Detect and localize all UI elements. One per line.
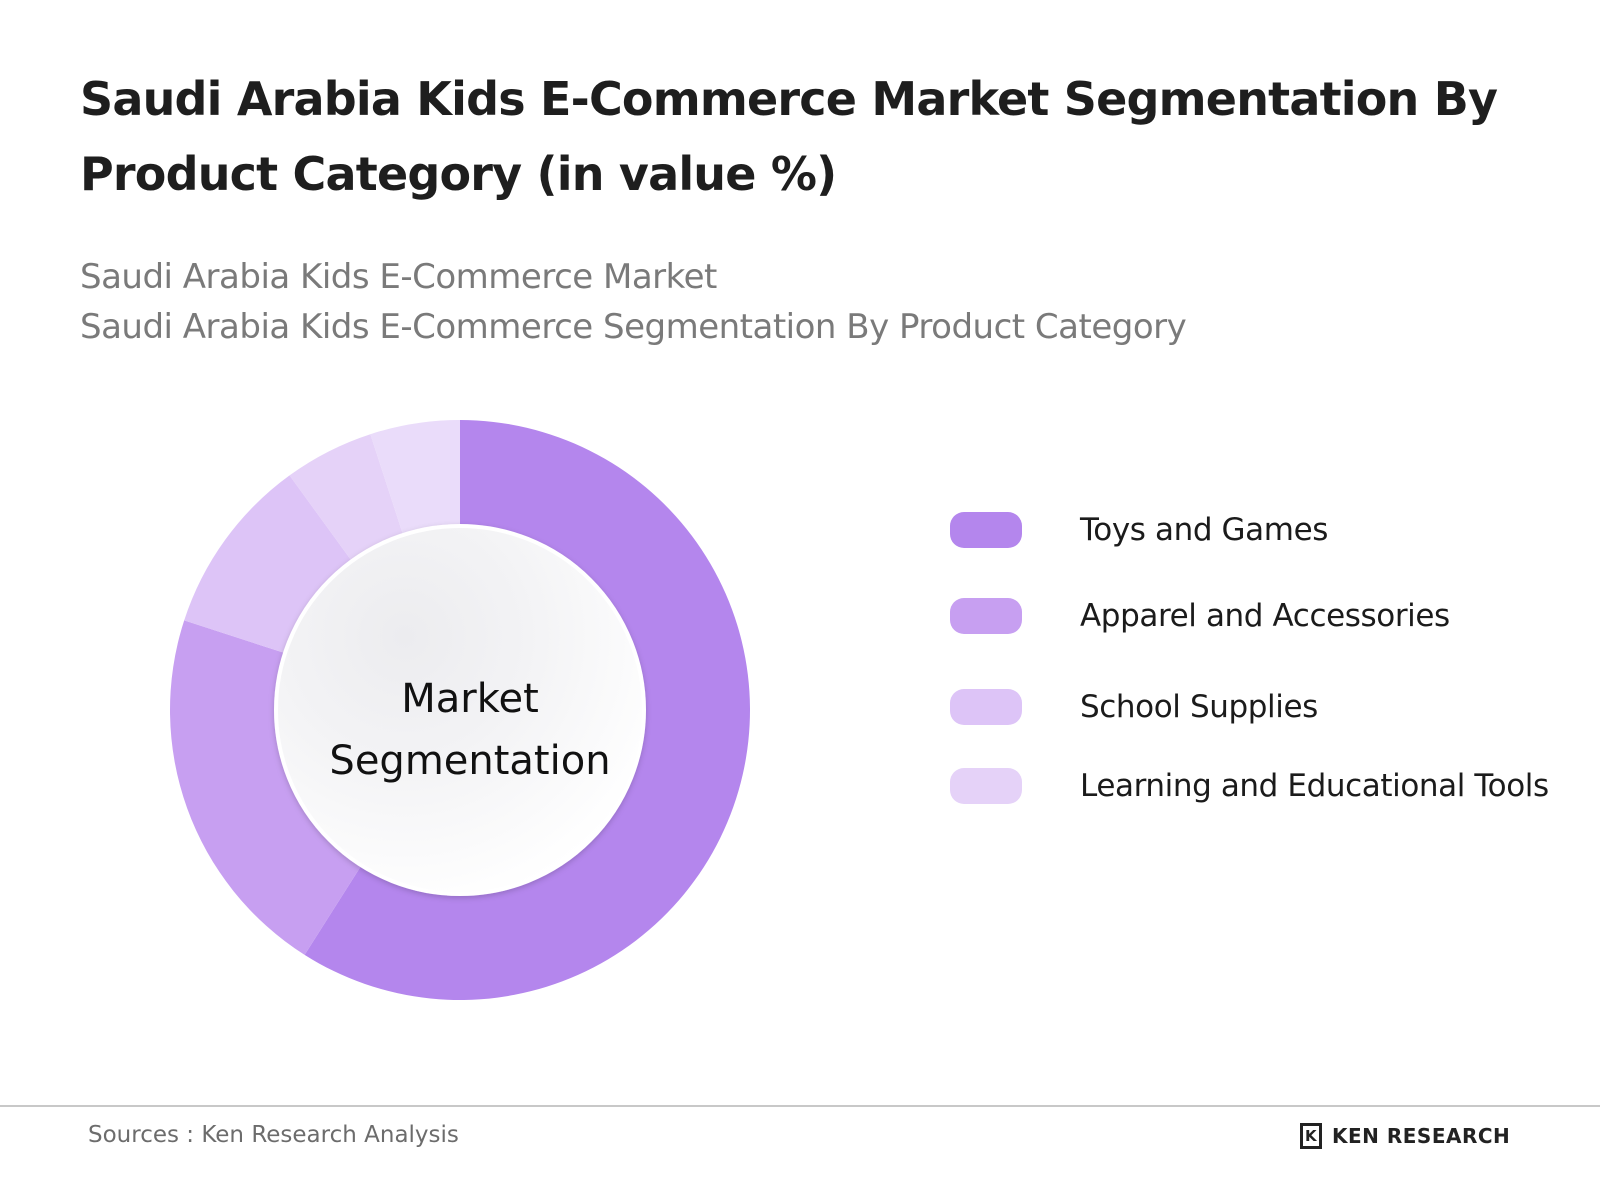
- donut-slice-apparel-and-accessories: [170, 620, 362, 955]
- chart-title: Saudi Arabia Kids E-Commerce Market Segm…: [80, 72, 1498, 201]
- donut-center-disc: [274, 524, 646, 896]
- legend-label-learning-and-educational-tools: Learning and Educational Tools: [1080, 768, 1549, 804]
- legend-item-learning-and-educational-tools: Learning and Educational Tools: [950, 766, 1549, 806]
- ken-research-mark-icon: K: [1300, 1123, 1322, 1149]
- footer-divider: [0, 1105, 1600, 1107]
- legend-label-toys-and-games: Toys and Games: [1080, 512, 1329, 548]
- donut-slice-school-supplies: [184, 475, 352, 654]
- legend-item-toys-and-games: Toys and Games: [950, 510, 1328, 550]
- donut-center-label: Market Segmentation: [280, 540, 660, 920]
- donut-slice-other: [370, 420, 460, 536]
- legend-label-apparel-and-accessories: Apparel and Accessories: [1080, 598, 1450, 634]
- subtitle-line: Saudi Arabia Kids E-Commerce Segmentatio…: [80, 307, 1187, 347]
- legend-label-school-supplies: School Supplies: [1080, 689, 1318, 725]
- legend-swatch-toys-and-games: [950, 512, 1022, 548]
- source-note: Sources : Ken Research Analysis: [88, 1122, 459, 1148]
- legend-item-school-supplies: School Supplies: [950, 687, 1318, 727]
- legend-swatch-apparel-and-accessories: [950, 598, 1022, 634]
- legend-item-apparel-and-accessories: Apparel and Accessories: [950, 596, 1450, 636]
- donut-slice-learning-and-educational-tools: [289, 434, 404, 562]
- center-label-line: Market: [401, 676, 539, 722]
- legend-swatch-learning-and-educational-tools: [950, 768, 1022, 804]
- donut-slice-toys-and-games: [304, 420, 750, 1000]
- brand-name: KEN RESEARCH: [1332, 1124, 1511, 1148]
- chart-subtitle: Saudi Arabia Kids E-Commerce Market Saud…: [80, 252, 1187, 352]
- donut-slices: [170, 420, 750, 1000]
- donut-chart: [170, 420, 750, 1000]
- ken-research-logo: K KEN RESEARCH: [1300, 1123, 1510, 1149]
- center-label-line: Segmentation: [329, 738, 611, 784]
- legend-swatch-school-supplies: [950, 689, 1022, 725]
- subtitle-line: Saudi Arabia Kids E-Commerce Market: [80, 257, 717, 297]
